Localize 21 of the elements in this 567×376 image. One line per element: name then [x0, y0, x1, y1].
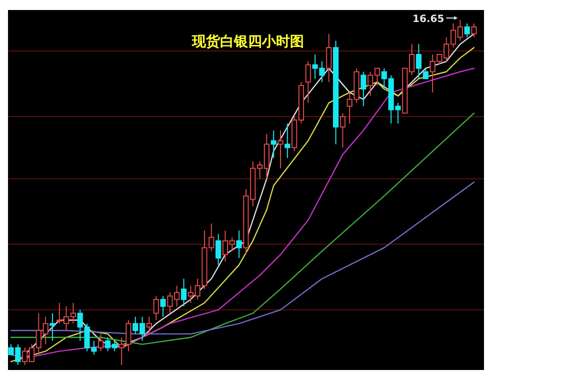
- candlestick: [471, 22, 477, 38]
- candlestick: [160, 296, 166, 318]
- candlestick: [326, 33, 332, 83]
- candlestick: [360, 71, 366, 107]
- candlestick: [340, 112, 346, 148]
- text: 现货白银四小时图: [191, 34, 304, 50]
- candlestick: [236, 230, 242, 259]
- candlestick: [305, 60, 311, 104]
- annotation: 16.65: [412, 14, 444, 25]
- candlestick: [464, 22, 470, 38]
- candlestick: [270, 130, 276, 158]
- candlestick: [98, 333, 104, 352]
- candlestick: [146, 316, 152, 334]
- candlestick: [284, 123, 290, 158]
- candlestick: [216, 233, 222, 266]
- candlestick: [50, 312, 56, 342]
- candlestick: [422, 68, 428, 80]
- candlestick: [153, 296, 159, 321]
- candlestick: [278, 130, 284, 169]
- candlestick: [180, 278, 187, 307]
- candlestick: [416, 44, 422, 80]
